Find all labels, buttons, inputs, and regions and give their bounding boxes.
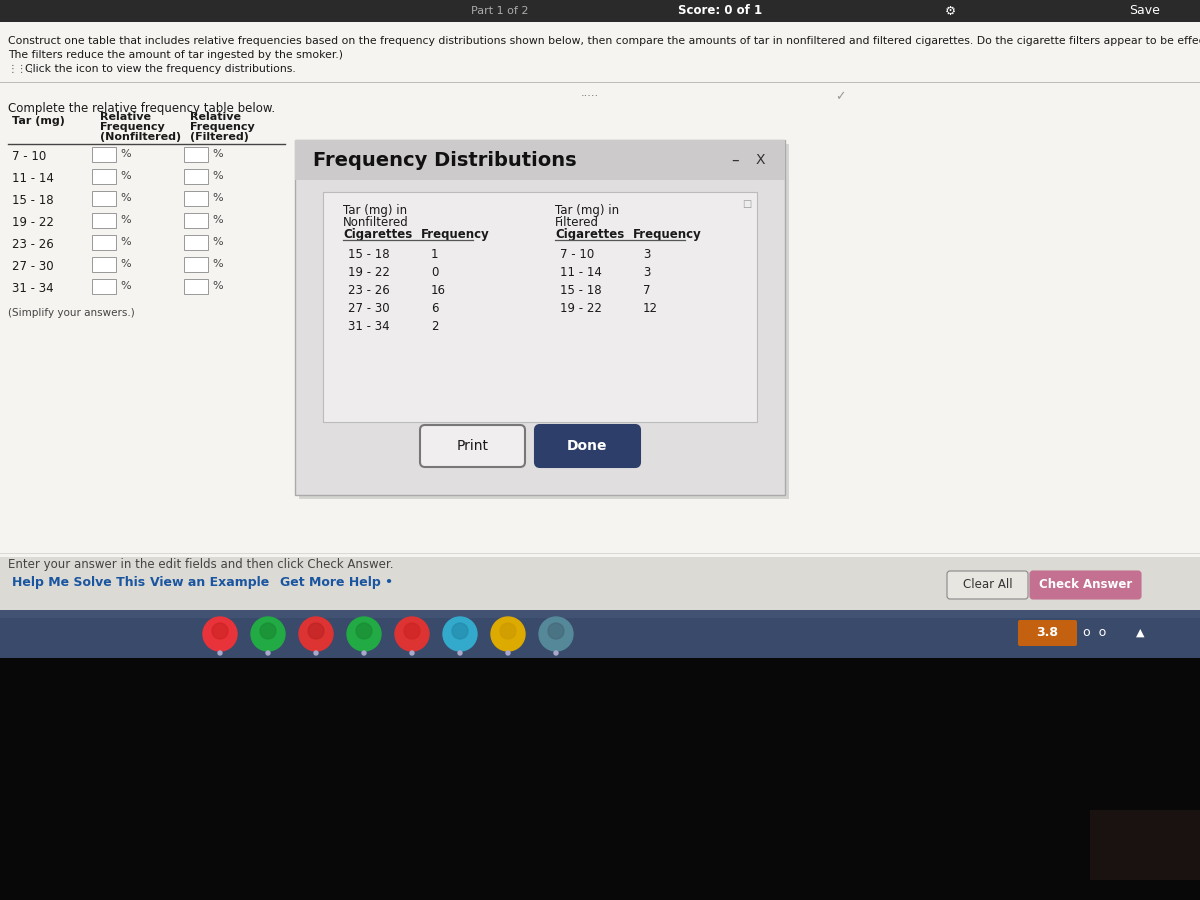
FancyBboxPatch shape — [535, 425, 640, 467]
Text: Click the icon to view the frequency distributions.: Click the icon to view the frequency dis… — [25, 64, 295, 74]
Text: 2: 2 — [431, 320, 438, 333]
Text: □: □ — [743, 199, 751, 209]
Text: Tar (mg): Tar (mg) — [12, 116, 65, 126]
Text: Relative: Relative — [100, 112, 151, 122]
FancyBboxPatch shape — [420, 425, 526, 467]
Circle shape — [539, 617, 574, 651]
Text: %: % — [120, 259, 131, 269]
Circle shape — [356, 623, 372, 639]
Text: %: % — [212, 149, 223, 159]
Text: %: % — [120, 215, 131, 225]
Text: Get More Help •: Get More Help • — [280, 576, 394, 589]
FancyBboxPatch shape — [184, 169, 208, 184]
FancyBboxPatch shape — [92, 257, 116, 272]
Circle shape — [362, 651, 366, 655]
Text: %: % — [212, 215, 223, 225]
Text: 3: 3 — [643, 248, 650, 261]
Text: 31 - 34: 31 - 34 — [348, 320, 390, 333]
Text: Part 1 of 2: Part 1 of 2 — [472, 6, 529, 16]
Text: Filtered: Filtered — [554, 216, 599, 229]
Circle shape — [299, 617, 334, 651]
Circle shape — [452, 623, 468, 639]
FancyBboxPatch shape — [947, 571, 1028, 599]
Text: 7 - 10: 7 - 10 — [560, 248, 594, 261]
Text: 7 - 10: 7 - 10 — [12, 150, 47, 163]
Circle shape — [500, 623, 516, 639]
Text: Frequency: Frequency — [634, 228, 702, 241]
FancyBboxPatch shape — [184, 257, 208, 272]
Text: o  o: o o — [1084, 626, 1106, 640]
FancyBboxPatch shape — [184, 213, 208, 228]
Text: Cigarettes: Cigarettes — [343, 228, 413, 241]
Text: ✓: ✓ — [835, 90, 845, 103]
FancyBboxPatch shape — [184, 279, 208, 294]
Text: Check Answer: Check Answer — [1039, 579, 1132, 591]
Circle shape — [548, 623, 564, 639]
FancyBboxPatch shape — [184, 235, 208, 250]
Circle shape — [251, 617, 286, 651]
Circle shape — [203, 617, 238, 651]
Text: X: X — [755, 153, 764, 167]
FancyBboxPatch shape — [0, 610, 1200, 618]
Text: Save: Save — [1129, 4, 1160, 17]
Text: 1: 1 — [431, 248, 438, 261]
Circle shape — [506, 651, 510, 655]
Circle shape — [218, 651, 222, 655]
Text: The filters reduce the amount of tar ingested by the smoker.): The filters reduce the amount of tar ing… — [8, 50, 343, 60]
FancyBboxPatch shape — [0, 22, 1200, 557]
Text: ▲: ▲ — [1135, 628, 1145, 638]
Text: 27 - 30: 27 - 30 — [12, 260, 54, 273]
FancyBboxPatch shape — [323, 192, 757, 422]
Text: Score: 0 of 1: Score: 0 of 1 — [678, 4, 762, 17]
Text: View an Example: View an Example — [150, 576, 269, 589]
Text: %: % — [212, 171, 223, 181]
Circle shape — [212, 623, 228, 639]
Text: 15 - 18: 15 - 18 — [348, 248, 390, 261]
Text: Construct one table that includes relative frequencies based on the frequency di: Construct one table that includes relati… — [8, 36, 1200, 46]
FancyBboxPatch shape — [299, 144, 790, 499]
Text: 23 - 26: 23 - 26 — [348, 284, 390, 297]
Text: Cigarettes: Cigarettes — [554, 228, 624, 241]
Text: Frequency Distributions: Frequency Distributions — [313, 150, 577, 169]
Text: %: % — [120, 171, 131, 181]
FancyBboxPatch shape — [92, 147, 116, 162]
Text: 27 - 30: 27 - 30 — [348, 302, 390, 315]
Text: Frequency: Frequency — [190, 122, 254, 132]
FancyBboxPatch shape — [92, 191, 116, 206]
Text: 16: 16 — [431, 284, 446, 297]
Circle shape — [404, 623, 420, 639]
Text: 19 - 22: 19 - 22 — [348, 266, 390, 279]
Text: %: % — [120, 281, 131, 291]
Text: %: % — [212, 193, 223, 203]
Text: 12: 12 — [643, 302, 658, 315]
FancyBboxPatch shape — [1018, 620, 1078, 646]
Text: (Nonfiltered): (Nonfiltered) — [100, 132, 181, 142]
FancyBboxPatch shape — [0, 0, 1200, 670]
Text: ⚙: ⚙ — [944, 4, 955, 17]
Circle shape — [266, 651, 270, 655]
FancyBboxPatch shape — [0, 610, 1200, 658]
Text: Clear All: Clear All — [962, 579, 1013, 591]
Circle shape — [314, 651, 318, 655]
FancyBboxPatch shape — [0, 658, 1200, 900]
Text: Frequency: Frequency — [421, 228, 490, 241]
Text: 3.8: 3.8 — [1036, 626, 1058, 640]
FancyBboxPatch shape — [0, 0, 1200, 22]
Text: –: – — [731, 152, 739, 167]
Text: 6: 6 — [431, 302, 438, 315]
Text: 19 - 22: 19 - 22 — [560, 302, 602, 315]
Circle shape — [491, 617, 526, 651]
FancyBboxPatch shape — [295, 140, 785, 180]
Text: (Simplify your answers.): (Simplify your answers.) — [8, 308, 134, 318]
Text: 19 - 22: 19 - 22 — [12, 216, 54, 229]
Text: Nonfiltered: Nonfiltered — [343, 216, 409, 229]
Text: %: % — [120, 149, 131, 159]
FancyBboxPatch shape — [295, 140, 785, 495]
Text: 7: 7 — [643, 284, 650, 297]
FancyBboxPatch shape — [1030, 571, 1141, 599]
Circle shape — [347, 617, 382, 651]
Text: Enter your answer in the edit fields and then click Check Answer.: Enter your answer in the edit fields and… — [8, 558, 394, 571]
Circle shape — [410, 651, 414, 655]
Text: %: % — [212, 259, 223, 269]
